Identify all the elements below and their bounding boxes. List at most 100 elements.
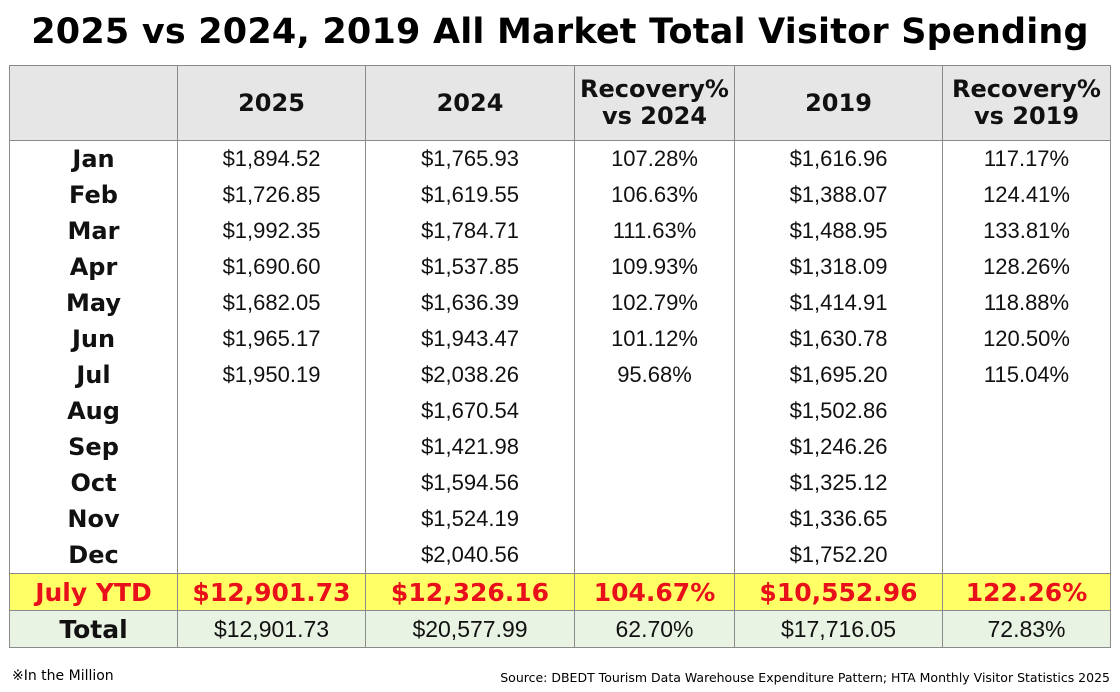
table-row: Sep $1,421.98 $1,246.26 [9,429,1111,465]
footnote: ※In the Million [12,668,114,684]
table-cell: $1,943.47 [365,321,575,357]
column-header: 2025 [177,65,366,141]
table-row: Apr $1,690.60 $1,537.85 109.93% $1,318.09 128… [9,249,1111,285]
table-cell: $1,502.86 [734,393,943,429]
table-cell: 124.41% [942,177,1111,213]
table-cell: 101.12% [574,321,735,357]
total-row: Total $12,901.73 $20,577.99 62.70% $17,716.0… [9,610,1111,648]
table-cell: $1,594.56 [365,465,575,501]
table-cell: $1,616.96 [734,140,943,177]
page-title: 2025 vs 2024, 2019 All Market Total Visi… [31,12,1089,52]
row-label: Jul [9,357,178,393]
table-cell [574,537,735,574]
table-row: Jul $1,950.19 $2,038.26 95.68% $1,695.20 115.… [9,357,1111,393]
table-row: Mar $1,992.35 $1,784.71 111.63% $1,488.95 133… [9,213,1111,249]
row-label: Oct [9,465,178,501]
table-cell: 120.50% [942,321,1111,357]
table-cell: 109.93% [574,249,735,285]
column-header [9,65,178,141]
table-cell: $1,726.85 [177,177,366,213]
table-cell: $2,040.56 [365,537,575,574]
table-cell: $12,326.16 [365,573,575,611]
table-cell: $1,670.54 [365,393,575,429]
table-cell: $1,537.85 [365,249,575,285]
table-cell: 102.79% [574,285,735,321]
table-header: 2025 2024 Recovery% vs 2024 2019 Recovery% vs … [9,65,1111,141]
table-cell: $1,950.19 [177,357,366,393]
row-label: Dec [9,537,178,574]
table-cell: $1,894.52 [177,140,366,177]
table-cell [942,501,1111,537]
table-cell: 118.88% [942,285,1111,321]
table-cell: $12,901.73 [177,610,366,648]
table-cell: $1,682.05 [177,285,366,321]
table-cell: 72.83% [942,610,1111,648]
source-note: Source: DBEDT Tourism Data Warehouse Exp… [500,670,1110,685]
table-cell: $1,325.12 [734,465,943,501]
table-row: Jan $1,894.52 $1,765.93 107.28% $1,616.96 117… [9,140,1111,177]
table-row: Jun $1,965.17 $1,943.47 101.12% $1,630.78 120… [9,321,1111,357]
row-label: Nov [9,501,178,537]
row-label: Total [9,610,178,648]
row-label: July YTD [9,573,178,611]
row-label: Apr [9,249,178,285]
table-cell: $1,524.19 [365,501,575,537]
table-cell [574,393,735,429]
row-label: May [9,285,178,321]
ytd-row: July YTD $12,901.73 $12,326.16 104.67% $10,5… [9,573,1111,611]
table-cell: $1,765.93 [365,140,575,177]
table-cell: $1,636.39 [365,285,575,321]
table-cell: $1,784.71 [365,213,575,249]
table-cell: $1,965.17 [177,321,366,357]
table-row: Feb $1,726.85 $1,619.55 106.63% $1,388.07 124… [9,177,1111,213]
table-cell [574,465,735,501]
table-cell: $1,336.65 [734,501,943,537]
table-cell: 117.17% [942,140,1111,177]
table-cell: 107.28% [574,140,735,177]
table-cell: 104.67% [574,573,735,611]
column-header: 2019 [734,65,943,141]
row-label: Jan [9,140,178,177]
table-cell: $12,901.73 [177,573,366,611]
table-cell: $1,421.98 [365,429,575,465]
table-row: Oct $1,594.56 $1,325.12 [9,465,1111,501]
table-cell: $1,992.35 [177,213,366,249]
row-label: Feb [9,177,178,213]
table-cell: $1,318.09 [734,249,943,285]
table-row: Nov $1,524.19 $1,336.65 [9,501,1111,537]
table-cell: $2,038.26 [365,357,575,393]
table-cell: $1,246.26 [734,429,943,465]
table-cell [177,537,366,574]
table-cell: 62.70% [574,610,735,648]
table-cell [942,393,1111,429]
table-cell: 128.26% [942,249,1111,285]
table-cell: $10,552.96 [734,573,943,611]
table-cell [942,465,1111,501]
table-cell: 111.63% [574,213,735,249]
row-label: Mar [9,213,178,249]
row-label: Jun [9,321,178,357]
table-cell: 95.68% [574,357,735,393]
table-cell [574,501,735,537]
table-cell: $1,752.20 [734,537,943,574]
table-cell [177,393,366,429]
table-cell [942,537,1111,574]
table-cell: $1,414.91 [734,285,943,321]
table-cell: $1,695.20 [734,357,943,393]
table-cell [177,501,366,537]
table-cell [177,465,366,501]
table-cell: $1,690.60 [177,249,366,285]
column-header: Recovery% vs 2019 [942,65,1111,141]
table-cell: $1,388.07 [734,177,943,213]
table-row: Aug $1,670.54 $1,502.86 [9,393,1111,429]
spending-table: 2025 2024 Recovery% vs 2024 2019 Recovery% vs … [9,65,1111,648]
table-cell: $20,577.99 [365,610,575,648]
column-header: 2024 [365,65,575,141]
table-cell: 133.81% [942,213,1111,249]
table-cell [942,429,1111,465]
table-cell: 122.26% [942,573,1111,611]
table-row: Dec $2,040.56 $1,752.20 [9,537,1111,574]
row-label: Aug [9,393,178,429]
table-cell: 115.04% [942,357,1111,393]
table-cell: 106.63% [574,177,735,213]
